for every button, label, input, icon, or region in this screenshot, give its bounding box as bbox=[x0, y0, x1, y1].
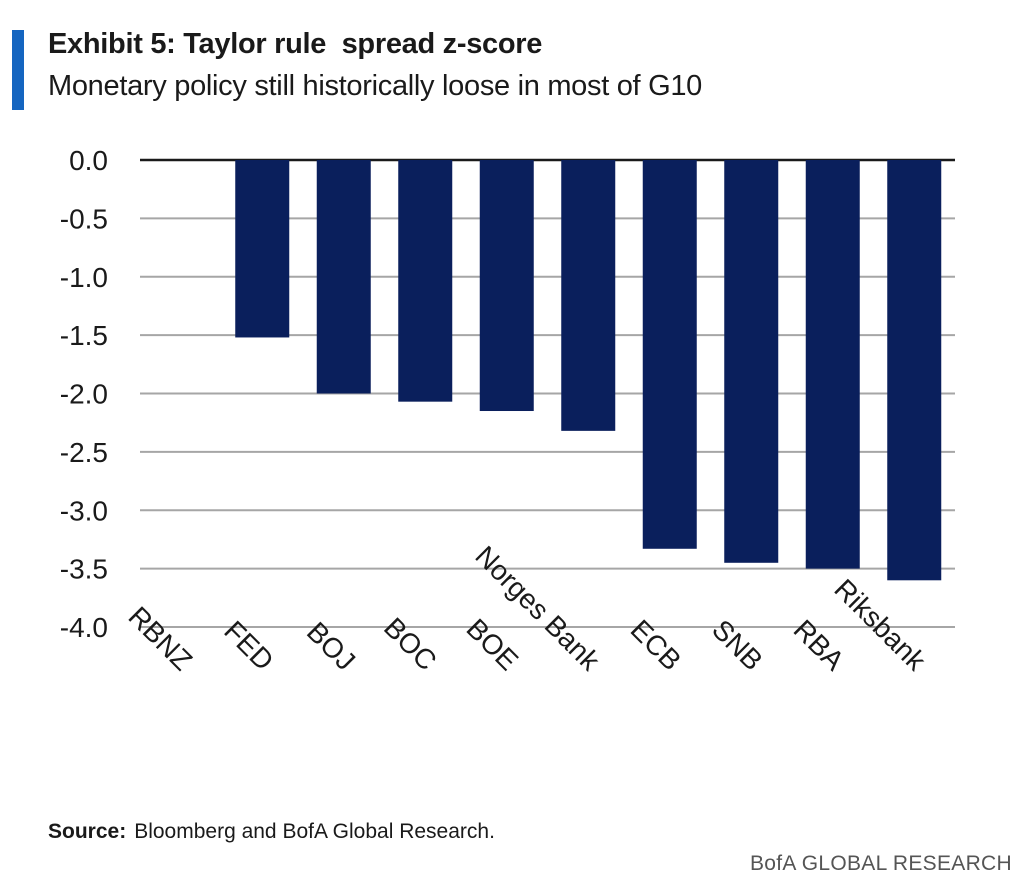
bars bbox=[235, 160, 942, 581]
x-tick-label: BOE bbox=[461, 613, 525, 677]
title-accent-bar bbox=[12, 30, 24, 110]
bar-snb bbox=[724, 160, 779, 563]
bar-chart: 0.0 -0.5 -1.0 -1.5 -2.0 -2.5 -3.0 -3.5 -4.0 RBNZ… bbox=[60, 145, 955, 677]
x-tick-label: FED bbox=[218, 615, 280, 677]
source-text: Bloomberg and BofA Global Research. bbox=[134, 820, 495, 843]
y-tick-label: -2.5 bbox=[60, 437, 108, 468]
y-tick-label: 0.0 bbox=[69, 145, 108, 176]
bar-boc bbox=[398, 160, 453, 402]
bar-boj bbox=[316, 160, 371, 394]
y-tick-label: -1.5 bbox=[60, 320, 108, 351]
y-tick-label: -1.0 bbox=[60, 262, 108, 293]
x-tick-label: BOJ bbox=[301, 616, 361, 676]
y-tick-label: -4.0 bbox=[60, 612, 108, 643]
y-tick-label: -0.5 bbox=[60, 203, 108, 234]
bar-norges-bank bbox=[561, 160, 616, 431]
source-note: Source: Bloomberg and BofA Global Researc… bbox=[48, 820, 495, 844]
x-tick-label: BOC bbox=[378, 612, 443, 677]
x-tick-label: RBA bbox=[788, 614, 851, 677]
x-tick-label: RBNZ bbox=[122, 601, 198, 677]
bar-boe bbox=[479, 160, 534, 412]
x-tick-label: Riksbank bbox=[828, 573, 932, 677]
y-axis-ticks: 0.0 -0.5 -1.0 -1.5 -2.0 -2.5 -3.0 -3.5 -4.0 bbox=[60, 145, 108, 643]
chart-title: Exhibit 5: Taylor rule spread z-score bbox=[48, 28, 543, 60]
y-tick-label: -2.0 bbox=[60, 379, 108, 410]
bar-riksbank bbox=[887, 160, 942, 581]
brand-footer: BofA GLOBAL RESEARCH bbox=[750, 852, 1012, 875]
bar-ecb bbox=[642, 160, 697, 549]
x-tick-label: SNB bbox=[706, 614, 769, 677]
bar-rba bbox=[805, 160, 860, 569]
bar-fed bbox=[235, 160, 290, 338]
chart-subtitle: Monetary policy still historically loose… bbox=[48, 70, 702, 102]
y-tick-label: -3.0 bbox=[60, 495, 108, 526]
y-tick-label: -3.5 bbox=[60, 554, 108, 585]
source-label: Source: bbox=[48, 820, 127, 843]
x-tick-label: ECB bbox=[625, 614, 688, 677]
